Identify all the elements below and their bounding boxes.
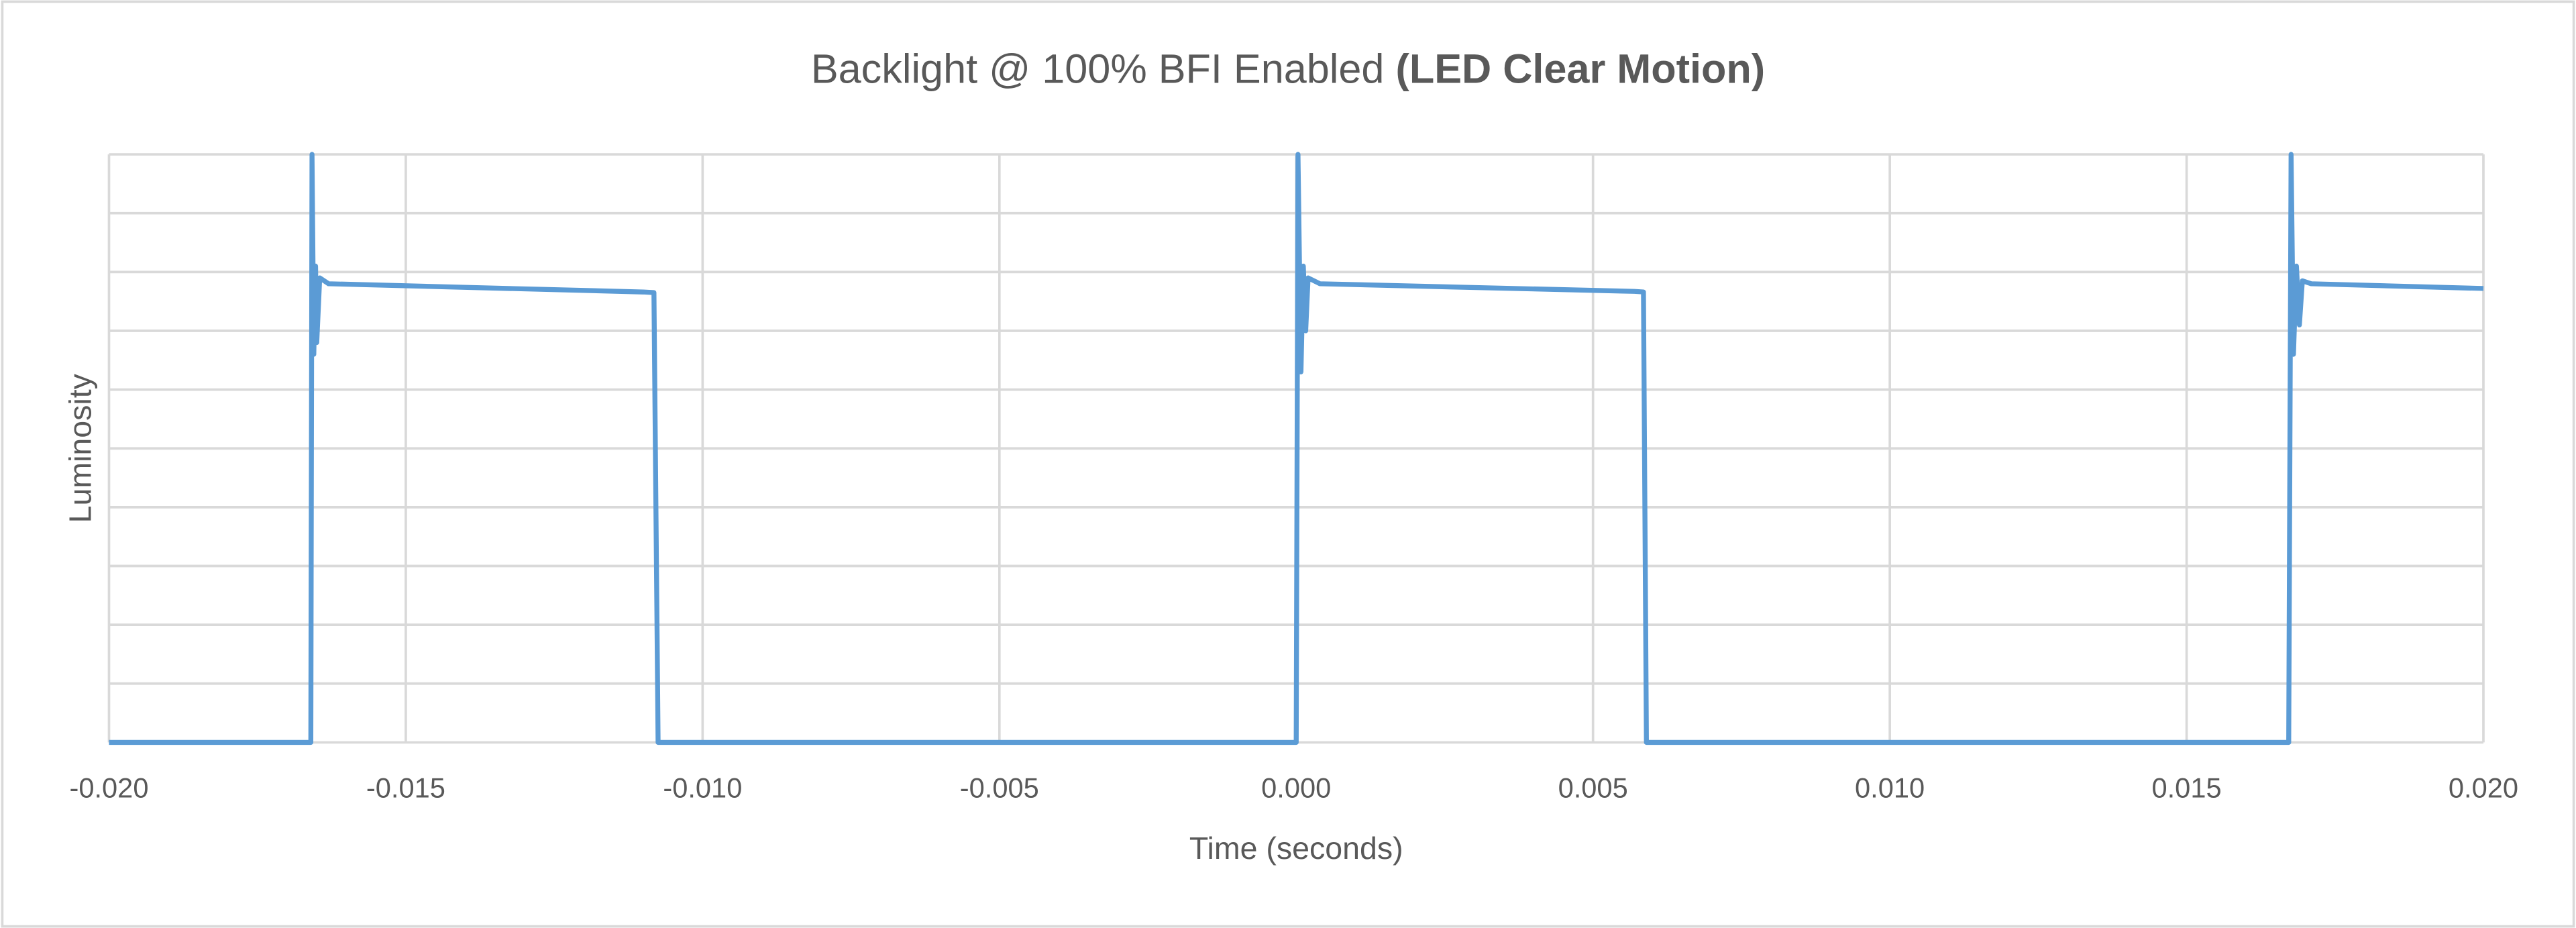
x-tick-label: -0.015: [366, 772, 445, 803]
title-main: Backlight @ 100% BFI Enabled: [811, 46, 1385, 92]
data-line: [109, 152, 2484, 745]
x-tick-label: 0.010: [1855, 772, 1925, 803]
x-tick-label: -0.005: [960, 772, 1039, 803]
x-axis-title: Time (seconds): [1189, 831, 1403, 866]
title-emphasis: (LED Clear Motion): [1395, 46, 1765, 92]
plot-area: [109, 152, 2484, 745]
y-axis-title: Luminosity: [63, 373, 98, 523]
x-tick-label: 0.005: [1558, 772, 1628, 803]
chart-title: Backlight @ 100% BFI Enabled (LED Clear …: [811, 46, 1765, 92]
x-tick-label: 0.020: [2449, 772, 2518, 803]
x-tick-label: 0.000: [1261, 772, 1331, 803]
x-tick-label: -0.020: [69, 772, 148, 803]
x-tick-label: 0.015: [2151, 772, 2221, 803]
x-tick-label: -0.010: [663, 772, 742, 803]
